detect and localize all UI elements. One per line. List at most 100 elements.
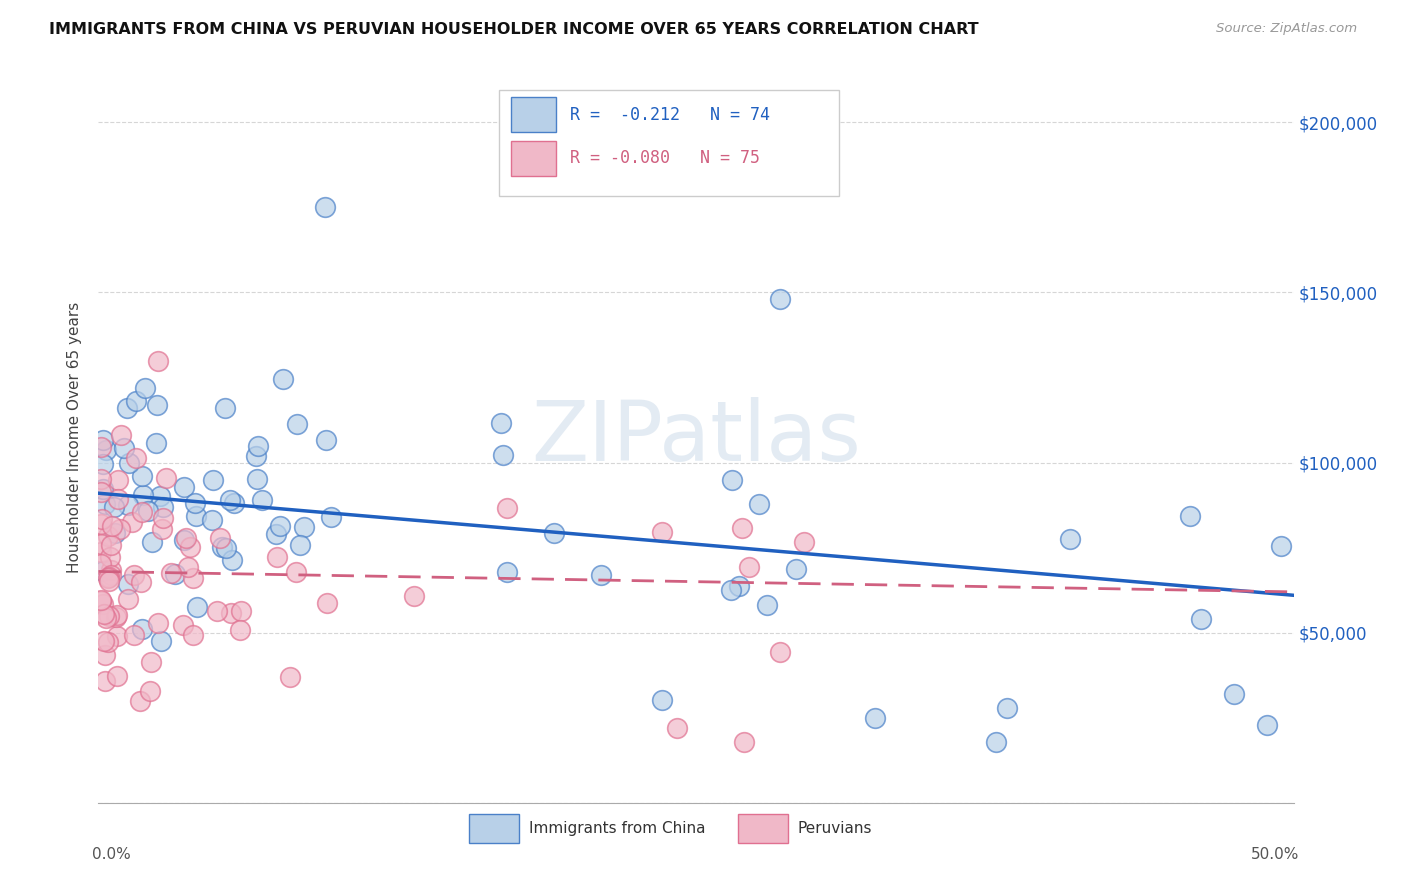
- Point: [404, 589, 426, 603]
- Point: [785, 562, 807, 576]
- Text: ZIPatlas: ZIPatlas: [531, 397, 860, 477]
- Point: [201, 473, 224, 487]
- Point: [91, 597, 114, 611]
- Point: [285, 417, 308, 432]
- Point: [146, 398, 169, 412]
- Point: [100, 538, 122, 552]
- Point: [117, 576, 139, 591]
- Point: [246, 471, 269, 485]
- Point: [97, 529, 120, 543]
- Point: [93, 607, 115, 621]
- Point: [229, 604, 252, 618]
- Point: [665, 721, 688, 735]
- Point: [90, 440, 112, 454]
- Point: [91, 457, 114, 471]
- Point: [105, 610, 128, 624]
- Point: [131, 468, 153, 483]
- Text: Immigrants from China: Immigrants from China: [529, 821, 706, 836]
- Point: [163, 567, 186, 582]
- Point: [122, 628, 145, 642]
- Point: [183, 496, 205, 510]
- Point: [90, 594, 112, 608]
- Point: [114, 442, 136, 456]
- Point: [90, 545, 112, 559]
- Point: [228, 623, 250, 637]
- Point: [173, 480, 195, 494]
- Point: [218, 492, 240, 507]
- Point: [738, 560, 761, 574]
- Point: [152, 511, 174, 525]
- Point: [98, 549, 121, 564]
- Point: [316, 596, 339, 610]
- Point: [97, 608, 120, 623]
- Point: [97, 571, 120, 585]
- Point: [145, 436, 167, 450]
- Point: [245, 449, 267, 463]
- Point: [100, 563, 122, 577]
- Point: [768, 293, 790, 307]
- Point: [134, 381, 156, 395]
- Point: [117, 498, 139, 512]
- Point: [149, 489, 172, 503]
- Point: [91, 565, 114, 579]
- Point: [115, 401, 138, 415]
- Point: [90, 557, 112, 571]
- Point: [103, 500, 125, 514]
- Point: [201, 513, 224, 527]
- Point: [125, 394, 148, 409]
- Point: [105, 668, 128, 682]
- Point: [90, 537, 112, 551]
- Point: [183, 570, 205, 584]
- Point: [495, 565, 517, 579]
- Point: [224, 496, 246, 510]
- Point: [94, 442, 117, 457]
- Point: [107, 492, 129, 507]
- Point: [1223, 687, 1246, 701]
- Point: [141, 535, 163, 549]
- Point: [148, 615, 170, 630]
- Point: [149, 633, 172, 648]
- Point: [121, 515, 143, 529]
- Point: [107, 608, 129, 623]
- FancyBboxPatch shape: [499, 90, 839, 195]
- Point: [769, 645, 792, 659]
- Point: [315, 433, 337, 447]
- Y-axis label: Householder Income Over 65 years: Householder Income Over 65 years: [67, 301, 83, 573]
- Point: [90, 484, 112, 499]
- Point: [496, 501, 519, 516]
- Bar: [510, 141, 557, 176]
- Point: [280, 670, 302, 684]
- Point: [139, 656, 162, 670]
- Point: [94, 611, 117, 625]
- Bar: [738, 814, 787, 843]
- Point: [97, 570, 120, 584]
- Point: [184, 509, 207, 524]
- Point: [731, 521, 754, 535]
- Point: [721, 473, 744, 487]
- Point: [756, 598, 779, 612]
- Point: [186, 599, 208, 614]
- Point: [107, 473, 129, 487]
- Point: [94, 497, 117, 511]
- Point: [152, 500, 174, 514]
- Point: [90, 593, 112, 607]
- Point: [1256, 718, 1278, 732]
- Point: [205, 604, 228, 618]
- Point: [1180, 509, 1202, 524]
- Point: [150, 522, 173, 536]
- Point: [105, 629, 128, 643]
- Point: [160, 566, 183, 580]
- Point: [155, 471, 177, 485]
- Point: [90, 512, 112, 526]
- Point: [215, 541, 238, 556]
- Point: [246, 439, 269, 453]
- Point: [97, 634, 120, 648]
- Point: [865, 711, 887, 725]
- Point: [1270, 540, 1292, 554]
- Point: [269, 519, 291, 533]
- Point: [100, 568, 122, 582]
- Point: [250, 492, 273, 507]
- Point: [208, 531, 231, 545]
- Point: [131, 622, 153, 636]
- Point: [543, 526, 565, 541]
